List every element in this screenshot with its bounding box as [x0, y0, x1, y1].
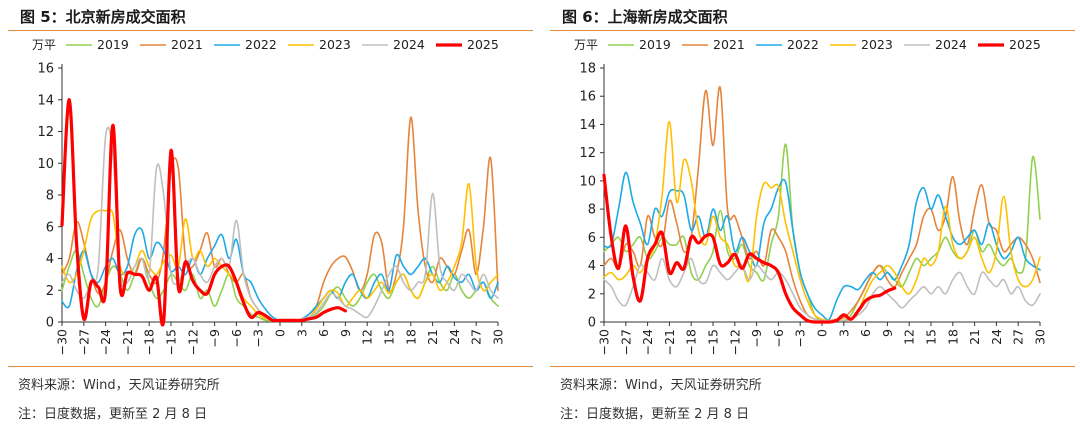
plot-area: [602, 86, 1041, 324]
source-note: 资料来源：Wind，天风证券研究所: [18, 378, 220, 393]
x-tick-label: 30: [1033, 329, 1048, 345]
x-tick-label: 27: [469, 329, 484, 345]
figure-title: 图 5：北京新房成交面积: [20, 8, 186, 26]
y-tick-label: 16: [579, 90, 596, 105]
y-tick-label: 6: [588, 231, 596, 246]
footer-divider: [8, 366, 533, 367]
y-tick-label: 14: [579, 118, 596, 133]
source-note: 资料来源：Wind，天风证券研究所: [560, 378, 762, 393]
x-tick-label: 6: [316, 329, 331, 337]
x-tick-label: −15: [164, 329, 179, 355]
x-tick-label: −21: [662, 329, 677, 355]
x-tick-label: 15: [924, 329, 939, 345]
legend-label-2019: 2019: [97, 37, 129, 52]
series-line-2025: [602, 173, 897, 324]
x-tick-label: −27: [76, 329, 91, 355]
x-tick-label: −6: [771, 329, 786, 347]
x-tick-label: 21: [967, 329, 982, 345]
x-tick-label: 9: [338, 329, 353, 337]
x-tick-label: 18: [945, 329, 960, 345]
legend-label-2025: 2025: [1009, 37, 1041, 52]
x-tick-label: 15: [382, 329, 397, 345]
y-tick-label: 12: [37, 125, 54, 140]
x-tick-label: −3: [793, 329, 808, 347]
y-tick-label: 8: [46, 189, 54, 204]
beijing-chart-panel: 图 5：北京新房成交面积 万平 2019 2021 2022 2023 2024 2025 0…: [8, 0, 533, 425]
x-tick-label: −21: [120, 329, 135, 355]
x-tick-label: −18: [684, 329, 699, 355]
legend-label-2021: 2021: [171, 37, 203, 52]
x-tick-label: −12: [185, 329, 200, 355]
y-tick-label: 14: [37, 93, 54, 108]
x-tick-label: 24: [989, 329, 1004, 345]
x-tick-label: −24: [640, 329, 655, 355]
y-tick-label: 12: [579, 146, 596, 161]
x-tick-label: 30: [491, 329, 506, 345]
y-tick-label: 10: [37, 157, 54, 172]
x-tick-label: −30: [55, 329, 70, 355]
plot-area: [60, 98, 499, 327]
x-tick-label: 0: [273, 329, 288, 337]
series-line-2022: [603, 171, 1041, 321]
x-tick-label: 0: [815, 329, 830, 337]
x-tick-label: −18: [142, 329, 157, 355]
legend-label-2019: 2019: [639, 37, 671, 52]
figure-title: 图 6：上海新房成交面积: [562, 8, 728, 26]
y-tick-label: 6: [46, 220, 54, 235]
title-divider: [550, 30, 1075, 31]
title-divider: [8, 30, 533, 31]
legend-label-2023: 2023: [319, 37, 351, 52]
update-note: 注：日度数据，更新至 2 月 8 日: [18, 407, 208, 422]
y-tick-label: 8: [588, 203, 596, 218]
update-note: 注：日度数据，更新至 2 月 8 日: [560, 407, 750, 422]
x-tick-label: 21: [425, 329, 440, 345]
shanghai-line-chart: 万平 2019 2021 2022 2023 2024 202502468101214161…: [574, 37, 1048, 355]
footer-divider: [550, 366, 1075, 367]
x-tick-label: −6: [229, 329, 244, 347]
x-tick-label: 27: [1011, 329, 1026, 345]
y-axis-unit-label: 万平: [574, 38, 598, 52]
x-tick-label: −24: [98, 329, 113, 355]
x-tick-label: −30: [597, 329, 612, 355]
legend: 2019 2021 2022 2023 2024 2025: [608, 37, 1041, 52]
x-tick-label: 12: [902, 329, 917, 345]
series-line-2024: [61, 126, 499, 322]
x-tick-label: 12: [360, 329, 375, 345]
x-tick-label: 24: [447, 329, 462, 345]
y-tick-label: 18: [579, 62, 596, 77]
series-line-2025: [60, 98, 347, 327]
x-tick-label: −3: [251, 329, 266, 347]
beijing-line-chart: 万平 2019 2021 2022 2023 2024 20250246810121416−…: [32, 37, 506, 355]
x-tick-label: −9: [749, 329, 764, 347]
x-tick-label: −12: [727, 329, 742, 355]
y-tick-label: 4: [588, 259, 596, 274]
x-tick-label: 6: [858, 329, 873, 337]
y-tick-label: 2: [46, 284, 54, 299]
legend-label-2024: 2024: [393, 37, 425, 52]
legend-label-2022: 2022: [245, 37, 277, 52]
y-tick-label: 2: [588, 287, 596, 302]
y-tick-label: 0: [588, 316, 596, 331]
x-tick-label: −27: [618, 329, 633, 355]
shanghai-chart-panel: 图 6：上海新房成交面积 万平 2019 2021 2022 2023 2024 2025 0…: [550, 0, 1075, 425]
y-tick-label: 16: [37, 62, 54, 77]
x-tick-label: 9: [880, 329, 895, 337]
y-tick-label: 4: [46, 252, 54, 267]
y-axis-unit-label: 万平: [32, 38, 56, 52]
legend: 2019 2021 2022 2023 2024 2025: [66, 37, 499, 52]
series-line-2023: [61, 183, 499, 322]
y-tick-label: 10: [579, 174, 596, 189]
x-tick-label: 3: [294, 329, 309, 337]
x-tick-label: 18: [403, 329, 418, 345]
legend-label-2025: 2025: [467, 37, 499, 52]
legend-label-2023: 2023: [861, 37, 893, 52]
x-tick-label: 3: [836, 329, 851, 337]
legend-label-2021: 2021: [713, 37, 745, 52]
x-tick-label: −9: [207, 329, 222, 347]
legend-label-2022: 2022: [787, 37, 819, 52]
legend-label-2024: 2024: [935, 37, 967, 52]
series-line-2023: [603, 120, 1041, 322]
y-tick-label: 0: [46, 316, 54, 331]
x-tick-label: −15: [706, 329, 721, 355]
